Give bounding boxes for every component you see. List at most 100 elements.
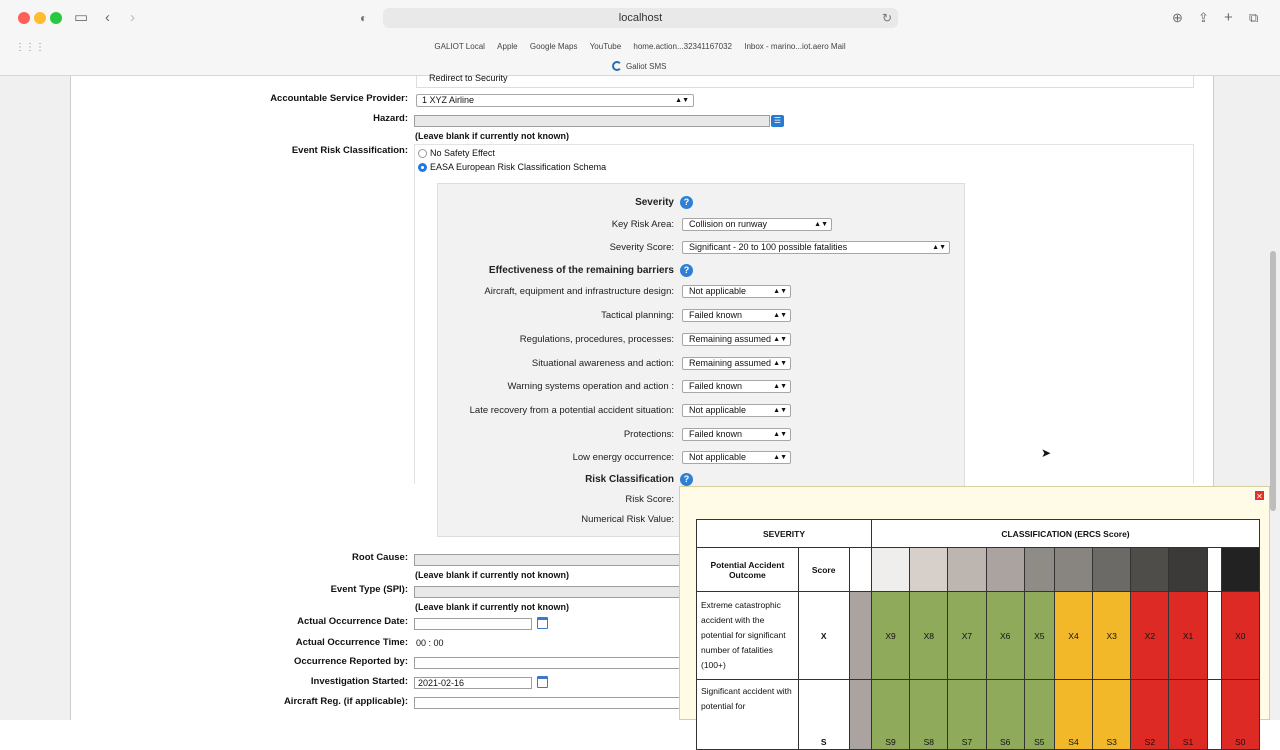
barrier-select[interactable]: Failed known ▲▼ xyxy=(682,309,791,322)
bookmark-item[interactable]: Apple xyxy=(497,42,518,51)
bookmark-item[interactable]: YouTube xyxy=(589,42,622,51)
shade-cell xyxy=(985,547,1025,592)
select-value: Failed known xyxy=(689,381,743,391)
investigation-input[interactable]: 2021-02-16 xyxy=(414,677,532,689)
barrier-select[interactable]: Not applicable ▲▼ xyxy=(682,404,791,417)
reported-by-label: Occurrence Reported by: xyxy=(293,656,408,667)
radio-label: EASA European Risk Classification Schema xyxy=(430,162,607,172)
address-bar[interactable]: localhost ↻ xyxy=(383,8,898,28)
barrier-select[interactable]: Remaining assumed ▲▼ xyxy=(682,357,791,370)
help-icon[interactable]: ? xyxy=(680,264,693,277)
barrier-label: Tactical planning: xyxy=(601,310,674,321)
radio-dot xyxy=(418,162,427,172)
shade-cell xyxy=(1053,547,1094,592)
download-icon[interactable]: ⊕ xyxy=(1172,10,1183,25)
erc-label: Event Risk Classification: xyxy=(291,145,408,156)
tabs-overview-icon[interactable]: ⧉ xyxy=(1249,10,1259,25)
barrier-select[interactable]: Not applicable ▲▼ xyxy=(682,285,791,298)
barrier-select[interactable]: Remaining assumed ▲▼ xyxy=(682,333,791,346)
ercs-cell: X8 xyxy=(909,591,949,680)
accountable-select[interactable]: 1 XYZ Airline ▲▼ xyxy=(416,94,694,107)
key-risk-label: Key Risk Area: xyxy=(611,219,674,230)
outcome-cell: Extreme catastrophic accident with the p… xyxy=(696,591,799,680)
help-icon[interactable]: ? xyxy=(680,196,693,209)
close-window-button[interactable] xyxy=(18,12,30,24)
shield-icon[interactable]: ◐ xyxy=(360,11,368,25)
ercs-popup: ✕ SEVERITY CLASSIFICATION (ERCS Score) P… xyxy=(679,486,1270,750)
severity-col-header: SEVERITY xyxy=(696,519,872,548)
redirect-row xyxy=(416,76,1194,88)
scrollbar[interactable] xyxy=(1270,251,1276,511)
bookmark-item[interactable]: home.action...32341167032 xyxy=(633,42,732,51)
barrier-label: Low energy occurrence: xyxy=(572,452,674,463)
fullscreen-window-button[interactable] xyxy=(50,12,62,24)
radio-easa[interactable]: EASA European Risk Classification Schema xyxy=(418,162,606,172)
shade-cell xyxy=(1220,547,1261,592)
radio-no-safety[interactable]: No Safety Effect xyxy=(418,148,495,158)
occurrence-time[interactable]: 00 : 00 xyxy=(416,638,444,648)
new-tab-icon[interactable]: + xyxy=(1224,9,1233,26)
ercs-cell: S1 xyxy=(1168,679,1208,750)
calendar-icon[interactable] xyxy=(537,617,548,629)
redirect-label: Redirect to Security xyxy=(429,73,508,83)
barrier-select[interactable]: Failed known ▲▼ xyxy=(682,428,791,441)
root-cause-label: Root Cause: xyxy=(352,552,408,563)
forward-icon[interactable]: › xyxy=(130,9,135,26)
barrier-select[interactable]: Failed known ▲▼ xyxy=(682,380,791,393)
back-icon[interactable]: ‹ xyxy=(105,9,110,26)
select-arrow-icon: ▲▼ xyxy=(773,336,787,343)
url-text: localhost xyxy=(618,12,663,24)
list-icon[interactable]: ☰ xyxy=(771,115,784,127)
bookmark-galiot-sms[interactable]: Galiot SMS xyxy=(612,61,666,71)
help-icon[interactable]: ? xyxy=(680,473,693,486)
hazard-hint: (Leave blank if currently not known) xyxy=(415,131,570,141)
shade-cell xyxy=(870,547,911,592)
score-cell: S xyxy=(797,679,850,750)
bookmark-item[interactable]: Google Maps xyxy=(529,42,578,51)
root-cause-input[interactable] xyxy=(414,554,680,566)
time-minutes[interactable]: 00 xyxy=(433,638,444,648)
severity-score-select[interactable]: Significant - 20 to 100 possible fatalit… xyxy=(682,241,950,254)
calendar-icon[interactable] xyxy=(537,676,548,688)
barrier-select[interactable]: Not applicable ▲▼ xyxy=(682,451,791,464)
reload-icon[interactable]: ↻ xyxy=(881,11,892,25)
select-arrow-icon: ▲▼ xyxy=(773,383,787,390)
time-hours[interactable]: 00 xyxy=(416,638,427,648)
ercs-cell: X2 xyxy=(1130,591,1170,680)
select-arrow-icon: ▲▼ xyxy=(773,454,787,461)
ercs-cell: S5 xyxy=(1023,679,1055,750)
ercs-cell: X1 xyxy=(1168,591,1208,680)
ercs-cell: X3 xyxy=(1092,591,1132,680)
hazard-input[interactable] xyxy=(414,115,770,127)
aircraft-reg-input[interactable] xyxy=(414,697,680,709)
shade-cell xyxy=(1092,547,1132,592)
reported-by-input[interactable] xyxy=(414,657,680,669)
minimize-window-button[interactable] xyxy=(34,12,46,24)
event-type-label: Event Type (SPI): xyxy=(330,584,408,595)
bookmark-item[interactable]: Inbox - marino...iot.aero Mail xyxy=(744,42,846,51)
share-icon[interactable]: ⇪ xyxy=(1198,10,1209,25)
barrier-label: Aircraft, equipment and infrastructure d… xyxy=(484,286,674,297)
sidebar-icon[interactable]: ▭ xyxy=(74,9,89,26)
ercs-cell: S2 xyxy=(1130,679,1170,750)
bookmark-label: Galiot SMS xyxy=(626,61,667,71)
occurrence-time-label: Actual Occurrence Time: xyxy=(295,637,408,648)
grid-icon[interactable]: ⋮⋮⋮ xyxy=(15,42,45,53)
spacer-cell xyxy=(1206,547,1222,592)
shade-cell xyxy=(1130,547,1170,592)
severity-heading: Severity xyxy=(635,197,674,208)
radio-label: No Safety Effect xyxy=(430,148,495,158)
spacer-cell xyxy=(1206,591,1222,680)
ercs-table: SEVERITY CLASSIFICATION (ERCS Score) Pot… xyxy=(696,519,1261,750)
key-risk-select[interactable]: Collision on runway ▲▼ xyxy=(682,218,832,231)
select-arrow-icon: ▲▼ xyxy=(773,431,787,438)
occurrence-date-input[interactable] xyxy=(414,618,532,630)
ercs-cell: X4 xyxy=(1053,591,1094,680)
select-value: Significant - 20 to 100 possible fatalit… xyxy=(689,242,848,252)
close-icon[interactable]: ✕ xyxy=(1254,490,1265,501)
bookmark-item[interactable]: GALIOT Local xyxy=(434,42,485,51)
barrier-label: Situational awareness and action: xyxy=(531,358,674,369)
ercs-cell: S7 xyxy=(947,679,987,750)
numerical-risk-label: Numerical Risk Value: xyxy=(581,514,674,525)
event-type-input[interactable] xyxy=(414,586,680,598)
